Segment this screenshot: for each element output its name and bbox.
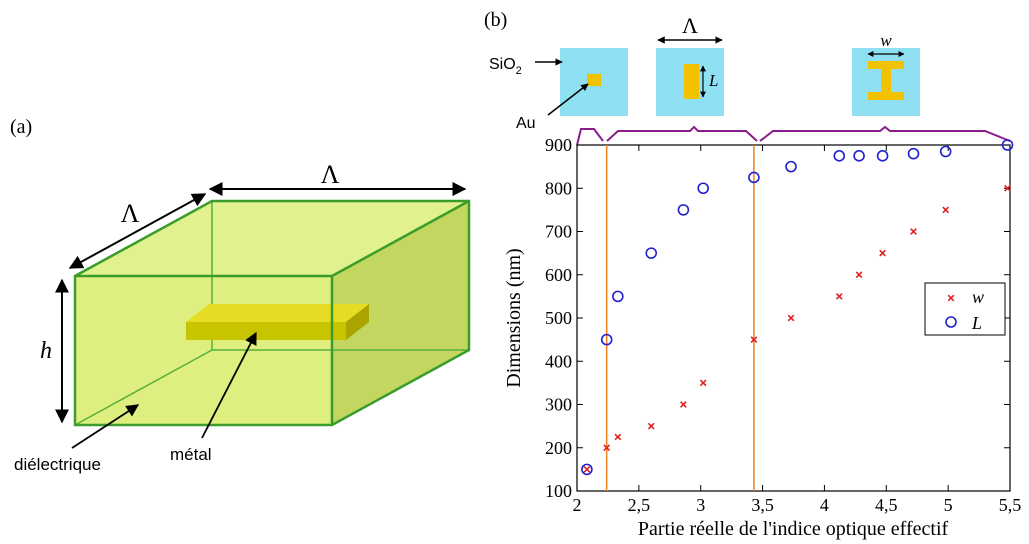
metal-bar-top bbox=[186, 304, 369, 322]
au-label: Au bbox=[516, 115, 536, 132]
y-tick-label: 500 bbox=[545, 308, 572, 328]
scatter-chart: 2 2,5 3 3,5 4 4,5 5 5,5 100 200 300 400 500 600 700 800… bbox=[503, 135, 1021, 540]
legend-w-label: w bbox=[972, 287, 984, 307]
metal-arrow bbox=[201, 331, 257, 439]
x-tick-label: 3 bbox=[696, 495, 705, 515]
point-w bbox=[614, 433, 622, 441]
point-L bbox=[853, 150, 865, 162]
point-L bbox=[697, 182, 709, 195]
point-w bbox=[699, 379, 707, 387]
x-tick-label: 4,5 bbox=[875, 495, 898, 515]
legend-box bbox=[924, 282, 1006, 336]
height-label: h bbox=[40, 338, 52, 364]
box-right-face bbox=[332, 201, 469, 425]
legend-L-label: L bbox=[971, 313, 982, 333]
point-w bbox=[680, 401, 687, 408]
data-marks bbox=[581, 139, 1014, 476]
y-tick-label: 700 bbox=[545, 222, 572, 242]
inset-w-label: w bbox=[880, 31, 892, 50]
inset-au-h-shape bbox=[868, 61, 904, 100]
dielectric-arrow bbox=[71, 404, 140, 449]
x-tick-label: 2,5 bbox=[628, 495, 651, 515]
lambda-top-label: Λ bbox=[321, 160, 340, 189]
panel-a-label: (a) bbox=[10, 116, 32, 138]
point-L bbox=[833, 150, 846, 162]
legend-w-marker bbox=[947, 294, 955, 302]
y-tick-label: 600 bbox=[545, 265, 572, 285]
au-arrow bbox=[547, 83, 589, 116]
metal-label: métal bbox=[170, 445, 212, 464]
bracket-1 bbox=[576, 128, 604, 146]
inset-au-square bbox=[587, 74, 601, 86]
inset-L-label: L bbox=[708, 71, 718, 90]
point-L bbox=[785, 160, 797, 173]
point-w bbox=[787, 314, 795, 322]
y-tick-label: 400 bbox=[545, 351, 572, 371]
y-tick-label: 100 bbox=[545, 481, 572, 501]
hidden-edge bbox=[74, 349, 213, 426]
point-L bbox=[581, 463, 593, 476]
metal-bar-side bbox=[346, 304, 369, 340]
y-axis-label: Dimensions (nm) bbox=[503, 248, 525, 387]
lambda-side-label: Λ bbox=[121, 199, 140, 228]
point-L bbox=[612, 290, 624, 303]
lambda-side-arrow bbox=[68, 193, 207, 269]
point-L bbox=[876, 150, 889, 162]
x-tick-label: 3,5 bbox=[751, 495, 774, 515]
bracket-3 bbox=[759, 125, 1011, 142]
x-tick-label: 5,5 bbox=[999, 495, 1022, 515]
y-tick-label: 300 bbox=[545, 395, 572, 415]
point-w bbox=[879, 249, 886, 257]
panel-b-label: (b) bbox=[484, 9, 507, 31]
y-tick-label: 900 bbox=[545, 135, 572, 155]
box-outline bbox=[73, 199, 471, 427]
point-L bbox=[748, 171, 760, 184]
legend: w L bbox=[924, 282, 1006, 336]
point-L bbox=[907, 147, 920, 160]
bracket-2 bbox=[606, 125, 758, 142]
x-tick-label: 2 bbox=[573, 495, 582, 515]
point-w bbox=[583, 466, 591, 473]
point-w bbox=[855, 271, 863, 279]
x-tick-label: 5 bbox=[944, 495, 953, 515]
point-L bbox=[939, 145, 952, 158]
point-L bbox=[600, 333, 613, 346]
panel-a: (a) Λ Λ h diélectr bbox=[10, 116, 471, 474]
point-L bbox=[677, 204, 690, 216]
x-tick-label: 4 bbox=[820, 495, 829, 515]
y-tick-label: 200 bbox=[545, 438, 572, 458]
point-w bbox=[603, 444, 611, 452]
point-w bbox=[910, 228, 917, 235]
legend-w-cross bbox=[947, 294, 955, 302]
inset-au-rod bbox=[684, 64, 699, 99]
y-tick-label: 800 bbox=[545, 178, 572, 198]
point-w bbox=[750, 336, 758, 343]
metal-bar-front bbox=[186, 322, 346, 340]
point-L bbox=[645, 247, 658, 259]
sio2-label: SiO2 bbox=[489, 56, 522, 77]
x-axis-label: Partie réelle de l'indice optique effect… bbox=[638, 518, 949, 540]
vertical-lines bbox=[605, 145, 755, 491]
point-w bbox=[647, 422, 655, 430]
point-w bbox=[835, 293, 843, 300]
legend-L-marker bbox=[945, 316, 957, 328]
axis-ticks: 2 2,5 3 3,5 4 4,5 5 5,5 100 200 300 400 500 600 700 800… bbox=[545, 135, 1021, 515]
dielectric-label: diélectrique bbox=[14, 455, 101, 474]
point-w bbox=[942, 206, 950, 214]
panel-b: (b) SiO2 Au Λ L w 2 2,5 3 3,5 4 4,5 5 5,5 100 200… bbox=[484, 9, 1021, 540]
point-L bbox=[1001, 139, 1014, 151]
inset-lambda-label: Λ bbox=[682, 13, 698, 38]
point-w bbox=[1004, 184, 1011, 192]
